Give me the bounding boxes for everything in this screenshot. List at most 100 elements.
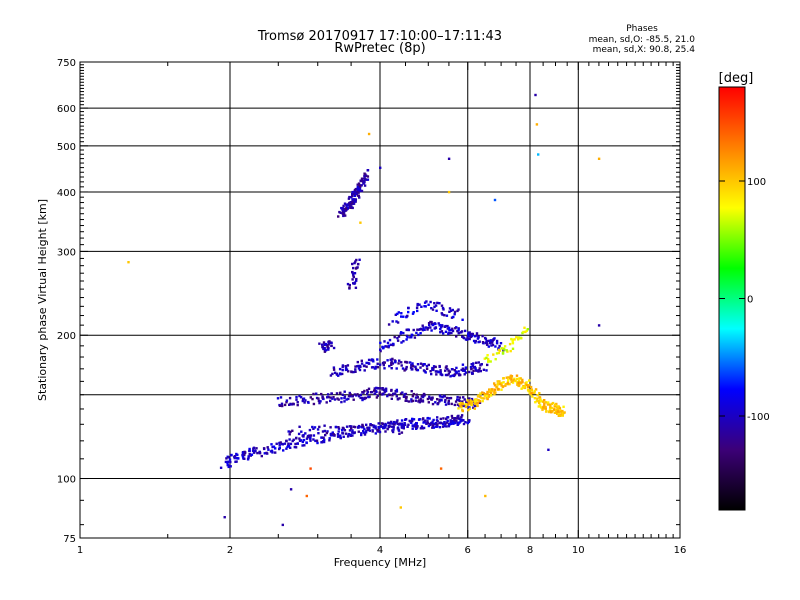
echo-point xyxy=(544,401,547,404)
echo-point xyxy=(480,363,483,366)
echo-point xyxy=(469,366,473,369)
echo-point xyxy=(425,300,428,303)
echo-point xyxy=(323,429,326,433)
echo-point xyxy=(377,426,381,429)
echo-point xyxy=(399,332,402,335)
echo-point xyxy=(363,180,366,183)
echo-point xyxy=(488,388,491,391)
echo-point xyxy=(438,365,441,369)
echo-point xyxy=(441,422,445,426)
echo-point xyxy=(315,439,319,443)
echo-point xyxy=(374,432,377,435)
echo-point xyxy=(309,434,313,437)
echo-point xyxy=(326,396,329,399)
echo-point xyxy=(438,426,442,429)
echo-point xyxy=(348,429,352,432)
echo-point xyxy=(559,414,562,417)
echo-point xyxy=(361,396,364,400)
echo-point xyxy=(225,457,228,460)
echo-point xyxy=(411,424,414,428)
echo-point xyxy=(488,341,492,345)
echo-point xyxy=(338,392,342,395)
echo-point xyxy=(561,409,564,413)
echo-point xyxy=(420,327,423,331)
echo-point xyxy=(469,335,473,339)
x-tick-label: 6 xyxy=(465,545,471,556)
echo-point xyxy=(365,429,368,432)
echo-point xyxy=(526,328,529,331)
echo-point xyxy=(438,302,441,305)
echo-point xyxy=(352,425,356,428)
echo-point xyxy=(391,392,395,396)
echo-point xyxy=(369,423,372,427)
echo-point xyxy=(321,343,324,346)
echo-point xyxy=(351,395,354,398)
echo-point xyxy=(533,391,536,394)
echo-point xyxy=(382,393,385,396)
echo-point xyxy=(348,432,351,436)
echo-point xyxy=(562,405,565,408)
echo-point xyxy=(422,326,425,329)
echo-point xyxy=(420,425,424,428)
echo-point xyxy=(341,368,344,372)
echo-point xyxy=(281,523,284,527)
echo-point xyxy=(453,418,456,421)
echo-point xyxy=(353,272,357,275)
echo-point xyxy=(461,409,464,413)
echo-point xyxy=(282,449,285,452)
echo-point xyxy=(332,366,336,369)
echo-point xyxy=(350,427,353,430)
echo-point xyxy=(419,366,422,369)
echo-point xyxy=(352,266,355,270)
echo-point xyxy=(449,419,452,422)
echo-point xyxy=(312,402,316,406)
echo-point xyxy=(363,433,367,436)
echo-point xyxy=(416,309,419,313)
echo-point xyxy=(341,364,345,367)
echo-point xyxy=(400,426,404,429)
echo-point xyxy=(385,345,388,348)
echo-point xyxy=(364,431,368,434)
echo-point xyxy=(391,320,394,323)
echo-point xyxy=(454,327,457,330)
echo-point xyxy=(418,399,421,402)
echo-point xyxy=(402,331,405,335)
echo-point xyxy=(366,169,370,172)
echo-point xyxy=(354,267,358,270)
echo-point xyxy=(444,369,447,372)
echo-point xyxy=(248,449,251,453)
echo-point xyxy=(358,185,362,188)
echo-point xyxy=(530,392,533,395)
echo-point xyxy=(416,396,419,399)
echo-point xyxy=(309,467,312,470)
echo-point xyxy=(409,420,412,423)
echo-point xyxy=(450,368,454,371)
echo-point xyxy=(423,419,427,422)
echo-point xyxy=(223,516,226,519)
y-tick-label: 100 xyxy=(57,475,76,486)
echo-point xyxy=(431,323,434,327)
echo-point xyxy=(494,345,497,348)
echo-point xyxy=(446,373,449,377)
echo-point xyxy=(441,313,444,316)
echo-point xyxy=(447,157,451,160)
echo-point xyxy=(299,396,303,399)
echo-point xyxy=(487,395,491,398)
echo-point xyxy=(400,331,403,334)
echo-point xyxy=(464,405,468,409)
echo-point xyxy=(440,312,443,315)
echo-point xyxy=(262,447,266,450)
echo-point xyxy=(475,334,479,337)
echo-point xyxy=(525,383,528,387)
echo-point xyxy=(559,409,562,412)
echo-point xyxy=(363,389,366,393)
echo-point xyxy=(447,326,451,329)
echo-point xyxy=(500,388,503,391)
echo-point xyxy=(337,430,340,433)
echo-point xyxy=(550,402,554,406)
echo-point xyxy=(539,397,542,401)
echo-point xyxy=(494,358,497,361)
echo-point xyxy=(523,385,526,389)
echo-point xyxy=(433,305,436,308)
echo-point xyxy=(390,397,393,400)
